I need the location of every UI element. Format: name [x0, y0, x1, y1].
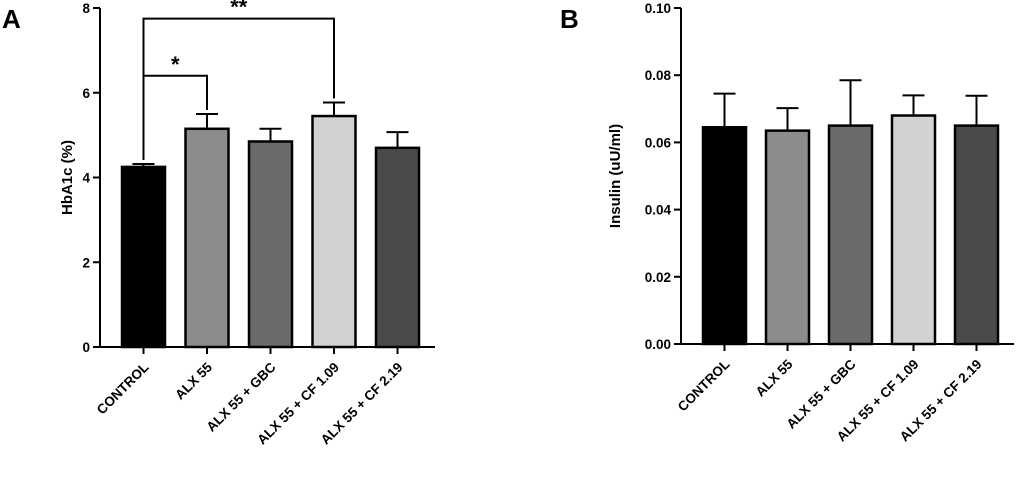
x-category-label: ALX 55: [172, 359, 215, 402]
significance-bracket: [142, 17, 335, 160]
bar-1: [701, 126, 748, 346]
bar-3: [827, 124, 874, 346]
y-axis-title: HbA1c (%): [59, 140, 76, 215]
y-tick-label: 2: [82, 255, 90, 270]
bar-2: [184, 127, 230, 349]
x-category-label: CONTROL: [94, 360, 152, 418]
y-axis-title: Insulin (uU/ml): [607, 124, 624, 228]
significance-marker: **: [230, 0, 248, 20]
bar-5: [953, 124, 1000, 346]
bar-4: [311, 114, 357, 349]
x-category-label: ALX 55: [753, 356, 796, 399]
bar-3: [247, 140, 294, 349]
y-tick-label: 6: [82, 86, 90, 101]
y-tick-label: 0.08: [645, 68, 672, 83]
bar-5: [374, 146, 421, 349]
y-tick-label: 0.04: [645, 203, 672, 218]
x-category-label: CONTROL: [675, 357, 733, 415]
significance-marker: *: [171, 52, 180, 77]
bar-2: [764, 129, 811, 346]
panel-letter-B: B: [560, 4, 579, 34]
y-tick-label: 0: [82, 340, 90, 355]
y-tick-label: 0.02: [645, 270, 671, 285]
y-tick-label: 0.06: [645, 135, 672, 150]
y-tick-label: 8: [82, 1, 90, 16]
y-tick-label: 0.10: [645, 1, 671, 16]
bar-4: [890, 114, 937, 346]
panel-letter-A: A: [2, 4, 21, 34]
bar-1: [120, 165, 167, 349]
y-tick-label: 0.00: [645, 337, 671, 352]
y-tick-label: 4: [82, 171, 90, 186]
